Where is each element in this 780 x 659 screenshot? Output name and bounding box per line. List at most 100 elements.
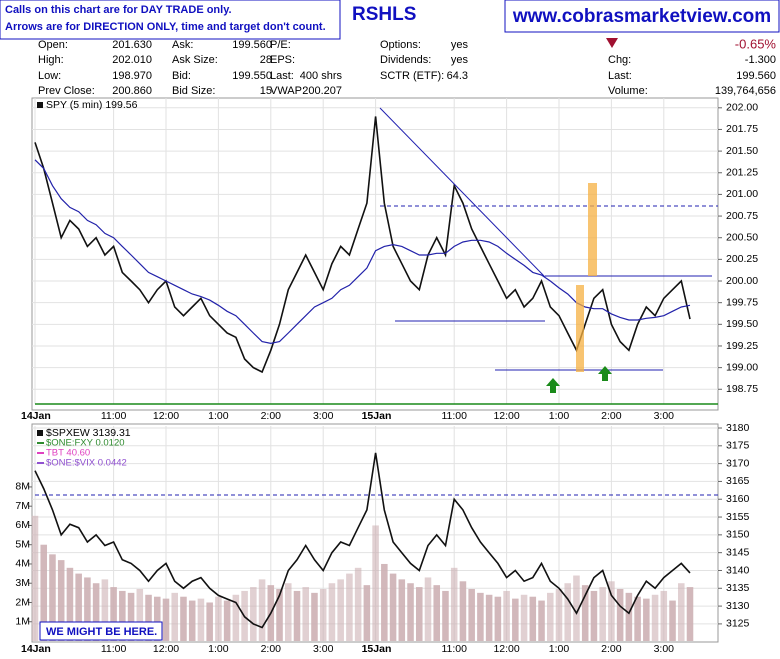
volume-bar (538, 600, 545, 641)
quote-label: VWAP: (270, 85, 305, 97)
x-tick-label: 2:00 (601, 643, 622, 655)
quote-value: 200.860 (112, 85, 152, 97)
volume-bar (162, 598, 170, 641)
volume-bar (503, 590, 510, 641)
volume-bar (293, 590, 301, 641)
y-tick-label: 3130 (726, 600, 750, 612)
chart-title: $SPXEW 3139.31 (46, 427, 131, 439)
volume-bar (127, 592, 135, 641)
volume-bar (302, 587, 310, 641)
volume-bar (110, 587, 117, 641)
volume-bar (660, 590, 668, 641)
y-tick-label: 3150 (726, 529, 750, 541)
volume-bar (40, 544, 48, 641)
quote-label: EPS: (270, 54, 295, 66)
volume-bar (354, 567, 362, 641)
quote-label: High: (38, 54, 64, 66)
quote-label: Low: (38, 70, 61, 82)
y2-tick-label: 2M (15, 596, 30, 608)
y-tick-label: 200.00 (726, 275, 758, 287)
volume-bar (319, 589, 327, 641)
volume-bar (590, 590, 598, 641)
quote-value: 15 (260, 85, 272, 97)
volume-bar (468, 589, 475, 641)
volume-bar (171, 592, 179, 641)
volume-bar (477, 592, 484, 641)
y-tick-label: 3180 (726, 422, 750, 434)
upper-frame (31, 97, 719, 411)
quote-label: Options: (380, 39, 421, 51)
up-arrow (598, 366, 612, 381)
volume-bar (180, 596, 187, 641)
x-tick-label: 11:00 (101, 410, 127, 422)
quote: Open: 201.630 High: 202.010 Low: 198.970 Prev … (38, 36, 776, 96)
volume-bar (415, 587, 423, 641)
quote-label: Prev Close: (38, 85, 95, 97)
quote-label: P/E: (270, 39, 291, 51)
volume-bar (232, 594, 240, 641)
y-tick-label: 3135 (726, 582, 750, 594)
y-tick-label: 199.25 (726, 340, 758, 352)
x-tick-label: 12:00 (493, 410, 519, 422)
volume-bar (328, 583, 336, 641)
y-tick-label: 201.00 (726, 188, 758, 200)
quote-label: Chg: (608, 54, 631, 66)
volume-bar (407, 583, 414, 641)
y-tick-label: 3165 (726, 475, 750, 487)
x-tick-label: 11:00 (441, 643, 467, 655)
volume-bar (555, 589, 563, 641)
volume-bar (686, 587, 694, 641)
quote-value: yes (451, 54, 469, 66)
price-line (34, 452, 691, 629)
y-tick-label: 201.25 (726, 167, 758, 179)
volume-bar (546, 592, 554, 641)
y-tick-label: 200.75 (726, 210, 758, 222)
quote-value: -0.65% (735, 36, 777, 51)
y2-tick-label: 7M (15, 500, 30, 512)
y-tick-label: 3125 (726, 618, 750, 630)
volume-bar (494, 596, 502, 641)
quote-label: Bid Size: (172, 85, 215, 97)
notes-box (0, 0, 341, 40)
trend-line (379, 107, 546, 278)
volume-bar (424, 577, 432, 641)
volume-bar (599, 587, 606, 641)
x-tick-label: 12:00 (153, 410, 179, 422)
site-box (504, 0, 780, 33)
x-tick-label: 11:00 (441, 410, 467, 422)
y2-tick-label: 6M (15, 519, 30, 531)
quote-label: Dividends: (380, 54, 431, 66)
quote-label: Ask Size: (172, 54, 218, 66)
y-tick-label: 199.50 (726, 318, 758, 330)
down-arrow (606, 38, 618, 48)
y-tick-label: 199.00 (726, 361, 758, 373)
volume-bar (433, 585, 441, 641)
volume-bar (634, 596, 641, 641)
volume-bar (57, 560, 65, 641)
quote-value: 199.560 (736, 70, 776, 82)
x-tick-label: 3:00 (654, 643, 675, 655)
volume-bar (136, 589, 144, 641)
volume-bar (459, 581, 467, 641)
y-tick-label: 201.50 (726, 145, 758, 157)
quote-value: 202.010 (112, 54, 152, 66)
volume-bar (276, 589, 283, 641)
volume-bar (188, 600, 196, 641)
volume-bar (311, 592, 318, 641)
x-tick-label: 3:00 (313, 410, 334, 422)
volume-bar (153, 596, 161, 641)
quote-value: yes (451, 39, 469, 51)
volume-bar (520, 594, 528, 641)
volume-bar (206, 602, 213, 641)
volume-bar (75, 573, 82, 641)
volume-bar (442, 590, 449, 641)
volume-bar (372, 525, 379, 641)
y-tick-label: 199.75 (726, 296, 758, 308)
volume-bar (119, 590, 126, 641)
x-tick-label: 11:00 (101, 643, 127, 655)
volume-bar (197, 598, 205, 641)
chart-title: SPY (5 min) 199.56 (46, 99, 138, 111)
volume-bar (616, 589, 624, 641)
quote-value: 201.630 (112, 39, 152, 51)
